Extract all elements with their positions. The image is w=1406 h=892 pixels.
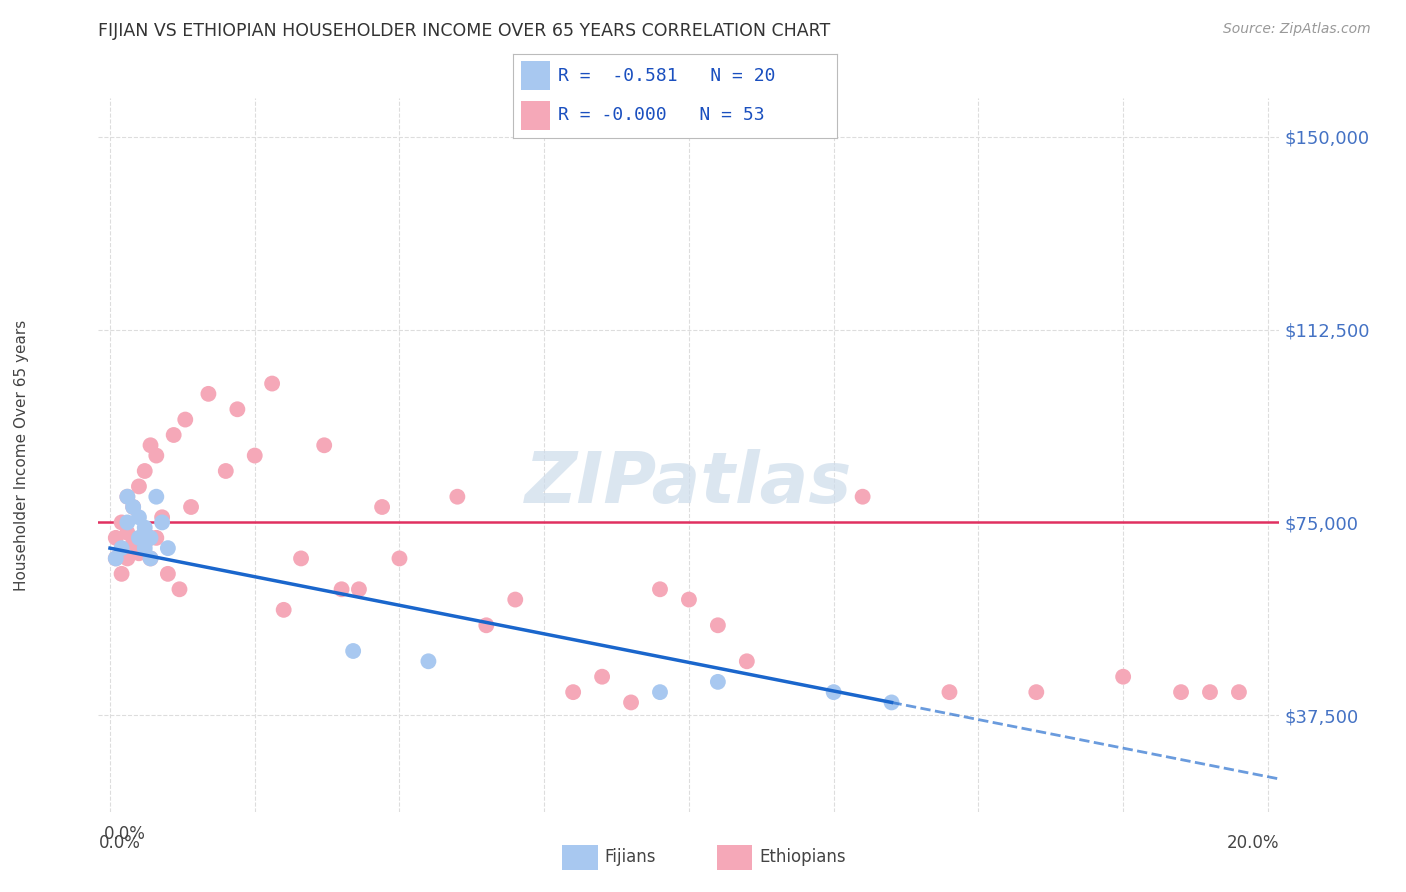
Text: 20.0%: 20.0% [1227,834,1279,852]
Point [174,412,197,426]
Point [139,438,162,452]
Point [139,531,162,545]
Point [104,531,127,545]
Point [117,490,139,504]
Point [388,551,411,566]
Text: Source: ZipAtlas.com: Source: ZipAtlas.com [1223,22,1371,37]
Point [122,500,145,514]
Point [145,449,167,463]
Text: Ethiopians: Ethiopians [759,848,846,866]
Point [591,670,613,684]
Point [110,541,132,556]
FancyBboxPatch shape [522,62,550,90]
Point [134,541,156,556]
Point [110,516,132,530]
Point [134,525,156,540]
Point [475,618,498,632]
Point [735,654,758,668]
Point [678,592,700,607]
Point [330,582,353,597]
Point [342,644,364,658]
Point [122,500,145,514]
Text: R =  -0.581   N = 20: R = -0.581 N = 20 [558,67,776,85]
Point [122,536,145,550]
Point [117,551,139,566]
Text: FIJIAN VS ETHIOPIAN HOUSEHOLDER INCOME OVER 65 YEARS CORRELATION CHART: FIJIAN VS ETHIOPIAN HOUSEHOLDER INCOME O… [98,22,831,40]
Point [273,603,295,617]
Point [128,531,150,545]
Text: ZIPatlas: ZIPatlas [526,449,852,518]
Point [620,695,643,709]
Point [852,490,875,504]
Point [446,490,468,504]
Text: 0.0%: 0.0% [104,824,146,843]
Point [139,551,162,566]
Point [1170,685,1192,699]
Point [707,674,730,689]
Point [290,551,312,566]
Point [104,551,127,566]
Point [139,531,162,545]
Text: Fijians: Fijians [605,848,657,866]
Point [823,685,845,699]
Point [134,464,156,478]
Point [418,654,440,668]
Point [117,516,139,530]
Point [169,582,191,597]
Point [1025,685,1047,699]
Point [150,516,173,530]
Point [371,500,394,514]
Point [180,500,202,514]
FancyBboxPatch shape [522,101,550,130]
Point [128,546,150,560]
Point [156,541,179,556]
Point [503,592,526,607]
Point [1112,670,1135,684]
Point [347,582,370,597]
Point [104,551,127,566]
Point [197,387,219,401]
Text: 0.0%: 0.0% [98,834,141,852]
Point [145,531,167,545]
Point [314,438,336,452]
Point [117,490,139,504]
Point [1199,685,1222,699]
Point [215,464,238,478]
Point [562,685,585,699]
Point [150,510,173,524]
Point [117,525,139,540]
Point [110,566,132,581]
Point [156,566,179,581]
Text: R = -0.000   N = 53: R = -0.000 N = 53 [558,106,765,124]
Point [648,685,671,699]
Point [128,510,150,524]
Point [139,551,162,566]
Point [262,376,284,391]
Point [134,520,156,534]
Point [1227,685,1250,699]
Point [707,618,730,632]
Point [243,449,266,463]
Point [880,695,903,709]
Point [145,490,167,504]
Point [938,685,960,699]
Point [163,428,186,442]
Text: Householder Income Over 65 years: Householder Income Over 65 years [14,319,28,591]
Point [648,582,671,597]
Point [128,479,150,493]
Point [226,402,249,417]
